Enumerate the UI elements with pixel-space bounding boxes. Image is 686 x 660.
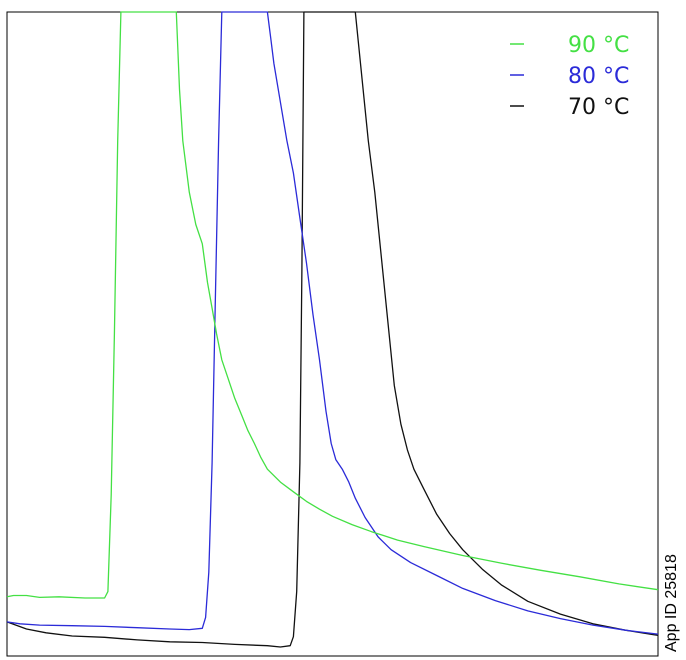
plot-frame: [6, 11, 659, 657]
legend-label-0: 90 °C: [568, 33, 629, 58]
legend: 90 °C 80 °C 70 °C: [510, 33, 629, 120]
series-line-0: [6, 11, 659, 599]
series-layer: [6, 11, 659, 648]
legend-label-2: 70 °C: [568, 95, 629, 120]
app-id-label: App ID 25818: [663, 554, 680, 652]
series-line-2: [6, 11, 659, 648]
legend-label-1: 80 °C: [568, 64, 629, 89]
series-line-1: [6, 11, 659, 635]
